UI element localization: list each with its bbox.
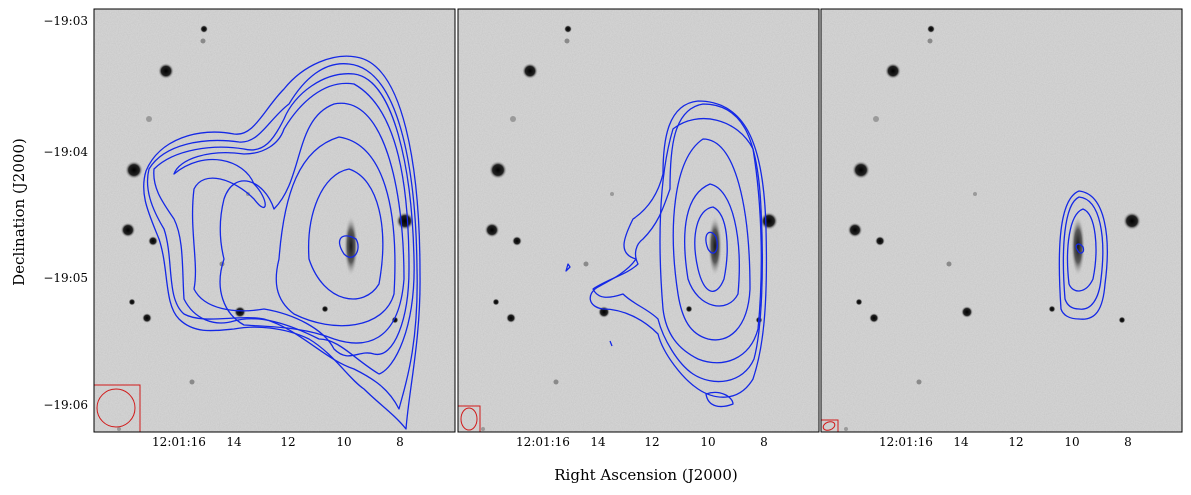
ra-tick: 10 bbox=[336, 435, 351, 449]
ra-tick: 8 bbox=[396, 435, 404, 449]
dec-tick: −19:04 bbox=[43, 145, 88, 159]
beam-ellipse bbox=[460, 407, 478, 431]
dec-tick-labels: −19:03 −19:04 −19:05 −19:06 bbox=[43, 14, 88, 412]
ra-tick: 14 bbox=[226, 435, 242, 449]
ra-tick: 12:01:16 bbox=[152, 435, 206, 449]
y-axis-label: Declination (J2000) bbox=[10, 138, 28, 286]
beam-ellipse bbox=[822, 421, 836, 431]
optical-background bbox=[821, 9, 1182, 432]
ra-tick-labels-3: 12:01:16 14 12 10 8 bbox=[879, 435, 1132, 449]
ra-tick: 8 bbox=[1124, 435, 1132, 449]
ra-tick-labels-2: 12:01:16 14 12 10 8 bbox=[516, 435, 768, 449]
ra-tick: 12:01:16 bbox=[516, 435, 570, 449]
ra-tick: 8 bbox=[760, 435, 768, 449]
ra-tick: 10 bbox=[700, 435, 715, 449]
ra-tick: 14 bbox=[590, 435, 606, 449]
dec-tick: −19:03 bbox=[43, 14, 88, 28]
hi-contours bbox=[1058, 190, 1108, 320]
hi-contours bbox=[143, 55, 421, 430]
ra-tick: 14 bbox=[953, 435, 969, 449]
ra-tick: 10 bbox=[1064, 435, 1079, 449]
ra-tick: 12:01:16 bbox=[879, 435, 933, 449]
dec-tick: −19:06 bbox=[43, 398, 88, 412]
beam-ellipse bbox=[96, 388, 136, 428]
panel-2 bbox=[457, 8, 820, 433]
ra-tick: 12 bbox=[644, 435, 659, 449]
optical-background bbox=[458, 9, 819, 432]
x-axis-label: Right Ascension (J2000) bbox=[554, 466, 737, 484]
dec-tick: −19:05 bbox=[43, 271, 88, 285]
ra-tick-labels-1: 12:01:16 14 12 10 8 bbox=[152, 435, 404, 449]
panel-3 bbox=[820, 8, 1183, 433]
panel-1 bbox=[93, 8, 456, 433]
ra-tick: 12 bbox=[1008, 435, 1023, 449]
ra-tick: 12 bbox=[280, 435, 295, 449]
hi-contours bbox=[565, 100, 768, 408]
